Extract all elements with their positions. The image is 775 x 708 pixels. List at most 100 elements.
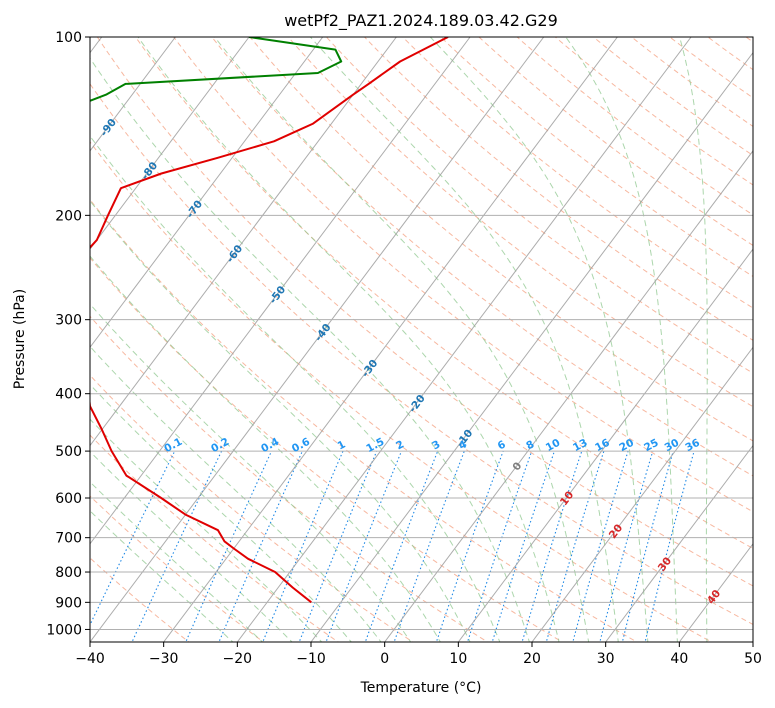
- dry-adiabat: [707, 37, 753, 71]
- inline-labels: -100-90-80-70-60-50-40-30-20-10010203040…: [63, 59, 723, 607]
- x-tick-label: 50: [744, 651, 762, 667]
- moist-adiabat: [565, 37, 678, 642]
- isotherm-line: [90, 37, 250, 250]
- y-axis: 100 200 300 400 500 600 700 800 900 1000: [46, 30, 90, 638]
- isotherm-label: -100: [63, 59, 88, 87]
- isotherm-line: [90, 37, 545, 642]
- mixing-ratio-label: 8: [524, 438, 536, 452]
- mixing-ratio-label: 1: [336, 438, 348, 452]
- isotherm-line: [90, 37, 324, 349]
- mixing-ratio-line: [298, 450, 378, 642]
- profiles: [90, 37, 449, 604]
- x-tick-label: −40: [75, 651, 105, 667]
- mixing-ratio-line: [521, 450, 583, 642]
- moist-adiabat: [90, 135, 501, 642]
- isotherm-line: [90, 37, 471, 545]
- moist-adiabat: [90, 450, 293, 642]
- dry-adiabat: [592, 37, 753, 157]
- isotherm-line: [752, 641, 753, 642]
- dry-adiabat: [769, 26, 775, 644]
- isotherm-line: [384, 150, 753, 642]
- isotherm-line: [678, 542, 753, 642]
- isotherm-line: [90, 37, 397, 447]
- dry-adiabat: [90, 557, 190, 642]
- mixing-ratio-line: [185, 450, 273, 642]
- mixing-ratio-line: [131, 450, 223, 642]
- y-axis-label: Pressure (hPa): [12, 289, 28, 389]
- mixing-ratio-line: [599, 450, 654, 642]
- x-tick-label: −20: [223, 651, 253, 667]
- dry-adiabat: [516, 37, 753, 216]
- dry-adiabat: [173, 37, 753, 513]
- mixing-ratio-line: [218, 450, 303, 642]
- y-tick-label: 200: [55, 208, 82, 224]
- moist-adiabat: [90, 481, 264, 642]
- isotherm-line: [605, 444, 753, 642]
- moist-adiabat: [90, 510, 234, 642]
- y-tick-label: 500: [55, 444, 82, 460]
- dry-adiabat: [249, 37, 753, 442]
- plot-frame: [89, 36, 754, 643]
- isotherm-line: [531, 346, 753, 642]
- mixing-ratio-line: [325, 450, 403, 642]
- y-tick-label: 800: [55, 565, 82, 581]
- mixing-ratio-line: [572, 450, 629, 642]
- dry-adiabat: [90, 198, 639, 642]
- y-tick-label: 900: [55, 595, 82, 611]
- mixing-ratio-line: [644, 450, 695, 642]
- isotherm-line: [457, 248, 753, 642]
- isotherm-line: [310, 51, 753, 642]
- mixing-ratio-label: 3: [430, 438, 442, 452]
- mixing-ratio-line: [545, 450, 605, 642]
- dry-adiabat: [363, 37, 753, 341]
- mixing-ratio-label: 1.5: [364, 436, 386, 455]
- mixing-ratio-label: 0.6: [290, 436, 312, 455]
- x-tick-label: 0: [380, 651, 389, 667]
- moist-adiabat: [90, 199, 471, 642]
- isotherm-line: [90, 37, 176, 152]
- y-tick-label: 100: [55, 30, 82, 46]
- mixing-ratio-line: [393, 450, 465, 642]
- isotherm-line: [163, 37, 618, 642]
- mixing-ratio-line: [491, 450, 555, 642]
- chart-title: wetPf2_PAZ1.2024.189.03.42.G29: [284, 11, 558, 31]
- x-tick-label: −10: [296, 651, 326, 667]
- dry-adiabat: [325, 37, 753, 374]
- mixing-ratio-label: 2: [394, 438, 406, 452]
- dry-adiabat: [90, 495, 265, 642]
- dry-adiabat: [134, 37, 753, 549]
- x-axis-label: Temperature (°C): [360, 680, 482, 696]
- x-tick-label: 10: [449, 651, 467, 667]
- moist-adiabat: [90, 255, 441, 642]
- y-tick-label: 700: [55, 531, 82, 547]
- moist-adiabat: [90, 383, 352, 642]
- temperature-profile: [90, 37, 449, 604]
- mixing-ratio-label: 0.4: [259, 436, 281, 455]
- gridlines: [90, 37, 753, 642]
- dry-adiabat: [287, 37, 753, 408]
- y-tick-label: 400: [55, 387, 82, 403]
- dry-adiabat: [211, 37, 753, 477]
- dry-adiabat: [478, 37, 753, 246]
- x-tick-label: −30: [149, 651, 179, 667]
- mixing-ratio-label: 0.1: [162, 436, 184, 455]
- dry-adiabat: [90, 141, 713, 642]
- x-tick-label: 30: [597, 651, 615, 667]
- moist-adiabat: [310, 37, 619, 642]
- dry-adiabat: [554, 37, 753, 186]
- moist-adiabat: [90, 418, 323, 642]
- y-tick-label: 300: [55, 313, 82, 329]
- mixing-ratio-line: [435, 450, 504, 642]
- dry-adiabat: [96, 37, 753, 587]
- moist-adiabat: [137, 37, 560, 642]
- mixing-ratio-line: [364, 450, 439, 642]
- dry-adiabat: [440, 37, 753, 278]
- background-lines: [90, 26, 775, 644]
- mixing-ratio-line: [621, 450, 674, 642]
- y-tick-label: 1000: [46, 622, 82, 638]
- x-tick-label: 40: [670, 651, 688, 667]
- dry-adiabat: [90, 257, 564, 642]
- x-axis: −40 −30 −20 −10 0 10 20 30 40 50: [75, 642, 762, 667]
- dry-adiabat: [90, 315, 489, 642]
